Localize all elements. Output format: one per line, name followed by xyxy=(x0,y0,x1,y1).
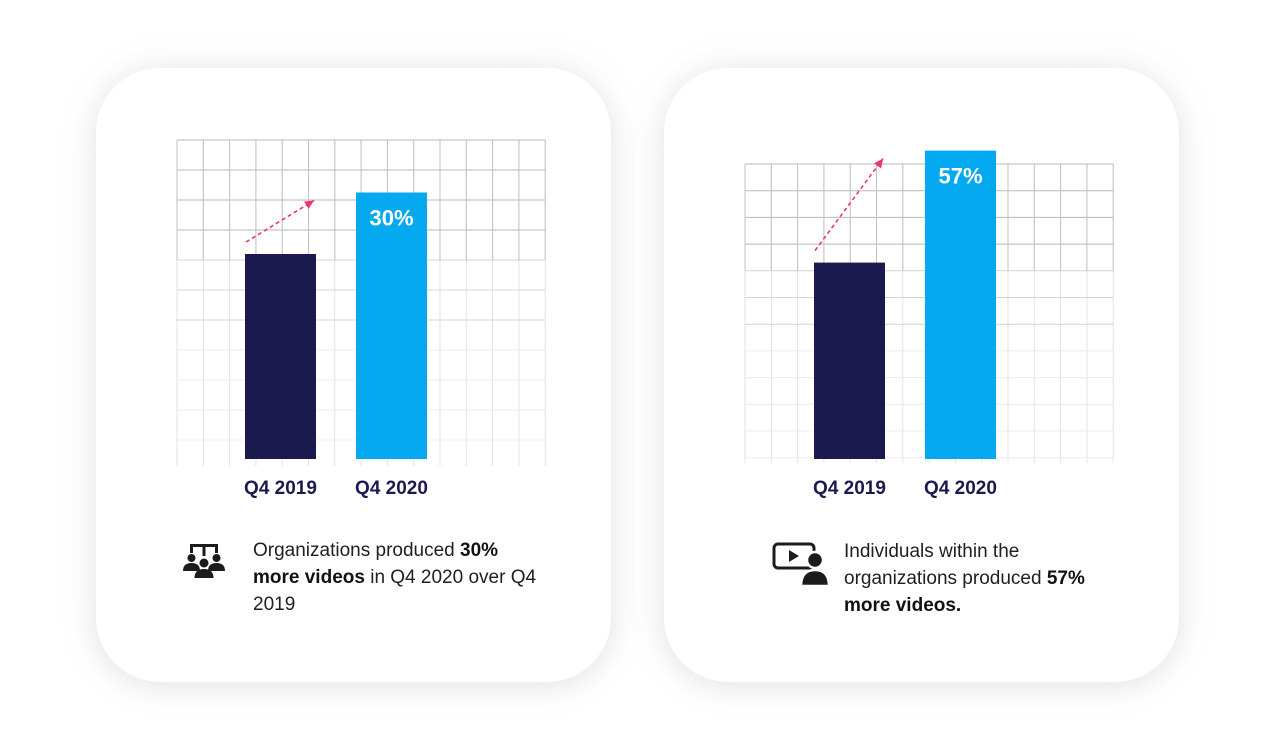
x-tick-label: Q4 2020 xyxy=(924,478,997,499)
x-tick-label: Q4 2019 xyxy=(244,478,317,499)
growth-arrow-line xyxy=(814,158,884,252)
data-label: 30% xyxy=(369,206,413,231)
chart-card-individuals: Q4 2019 Q4 2020 57% Individuals within the… xyxy=(664,68,1179,682)
caption-individuals: Individuals within the organizations pro… xyxy=(844,538,1114,619)
x-tick-label: Q4 2019 xyxy=(813,478,886,499)
x-tick-label: Q4 2020 xyxy=(355,478,428,499)
team-hierarchy-icon xyxy=(183,544,225,578)
chart-card-organizations: Q4 2019 Q4 2020 30% Organizations produced… xyxy=(96,68,611,682)
caption-organizations-text-end: in Q4 2020 over Q4 2019 xyxy=(253,567,537,615)
growth-arrow-icon xyxy=(814,158,884,252)
caption-organizations-highlight: 30% more videos xyxy=(253,540,499,588)
bar-q4-2020 xyxy=(925,150,996,459)
growth-arrow-line xyxy=(245,199,315,243)
caption-individuals-text: Individuals within the organizations pro… xyxy=(844,541,1047,589)
bar-q4-2019 xyxy=(814,262,885,459)
data-label: 57% xyxy=(938,164,982,189)
caption-organizations: Organizations produced 30% more videos i… xyxy=(253,537,543,618)
bar-q4-2019 xyxy=(245,254,316,459)
bar-chart-organizations: Q4 2019 Q4 2020 30% xyxy=(176,139,546,499)
growth-arrow-head xyxy=(304,200,314,209)
video-presenter-icon xyxy=(772,542,831,588)
growth-arrow-icon xyxy=(245,199,315,243)
growth-arrow-head xyxy=(874,158,883,169)
bar-q4-2020 xyxy=(356,192,427,459)
bar-chart-individuals: Q4 2019 Q4 2020 57% xyxy=(744,150,1114,499)
caption-individuals-highlight: 57% more videos. xyxy=(844,568,1085,616)
caption-organizations-text: Organizations produced xyxy=(253,540,461,561)
